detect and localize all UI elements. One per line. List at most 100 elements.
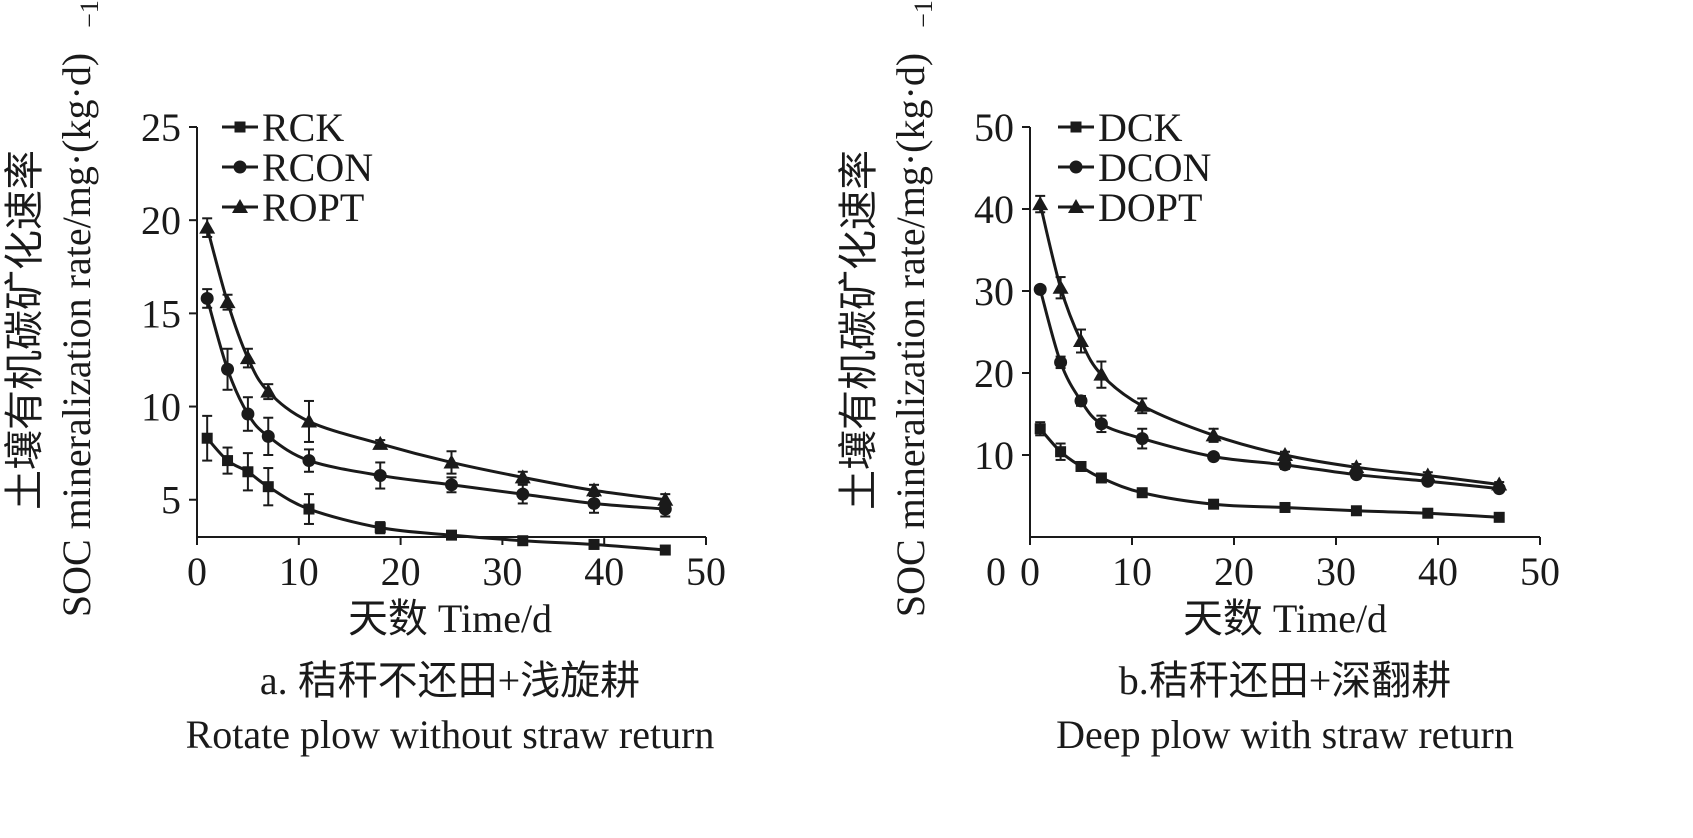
y-tick-label: 25 <box>141 105 181 150</box>
x-tick-label: 10 <box>279 549 319 594</box>
x-tick-label: 20 <box>381 549 421 594</box>
series-dcon <box>1033 282 1506 496</box>
y-tick-label: 10 <box>974 433 1014 478</box>
x-tick-label: 30 <box>1316 549 1356 594</box>
series-rcon <box>200 288 672 518</box>
y-axis-label-cn: 土壤有机碳矿化速率 <box>836 150 881 510</box>
data-point <box>1134 397 1151 412</box>
y-axis-label-superscript: −1 <box>75 0 104 28</box>
data-point <box>261 429 275 443</box>
x-tick-label: 40 <box>1418 549 1458 594</box>
data-point <box>1033 282 1047 296</box>
series-line <box>205 227 666 502</box>
data-point <box>303 503 315 515</box>
y-axis-label: 土壤有机碳矿化速率 <box>2 150 47 510</box>
y-axis-label-cn: 土壤有机碳矿化速率 <box>2 150 47 510</box>
y-tick-label: 10 <box>141 385 181 430</box>
series-dck <box>1034 421 1505 523</box>
x-axis-label: 天数 Time/d <box>1183 596 1387 641</box>
data-point <box>260 383 277 398</box>
data-point <box>201 432 213 444</box>
data-point <box>1207 450 1221 464</box>
data-point <box>1205 427 1222 442</box>
data-point <box>588 538 600 550</box>
data-point <box>1419 467 1436 482</box>
series-ropt <box>199 217 674 507</box>
data-point <box>1054 355 1068 369</box>
y-tick-label: 50 <box>974 105 1014 150</box>
series-line <box>1038 288 1500 491</box>
y-tick-label: 20 <box>974 351 1014 396</box>
y-axis-label-line2: SOC mineralization rate/mg·(kg·d) <box>54 53 99 617</box>
x-tick-label: 10 <box>1112 549 1152 594</box>
panel-caption: a. 秸秆不还田+浅旋耕 <box>260 658 640 703</box>
data-point <box>586 482 603 497</box>
data-point <box>1135 432 1149 446</box>
y-axis-label-superscript: −1 <box>909 0 938 28</box>
data-point <box>1350 505 1362 517</box>
data-point <box>657 491 674 506</box>
data-point <box>302 454 316 468</box>
x-tick-label: 30 <box>482 549 522 594</box>
x-tick-label: 40 <box>584 549 624 594</box>
legend-label: DOPT <box>1098 185 1202 230</box>
y-origin-label: 0 <box>986 549 1006 594</box>
data-point <box>517 535 529 547</box>
data-point <box>242 466 254 478</box>
y-axis-label-en: SOC mineralization rate/mg·(kg·d) <box>54 53 99 617</box>
data-point <box>1491 476 1508 491</box>
data-point <box>1279 501 1291 513</box>
data-point <box>222 455 234 467</box>
data-point <box>1052 279 1069 294</box>
data-point <box>445 478 458 492</box>
data-point <box>443 454 460 469</box>
y-axis-label-text: 土壤有机碳矿化速率 <box>836 150 881 510</box>
legend-label: DCK <box>1098 105 1183 150</box>
data-point <box>241 407 255 421</box>
data-point <box>262 481 274 493</box>
data-point <box>587 496 601 510</box>
x-tick-label: 0 <box>1020 549 1040 594</box>
data-point <box>1055 446 1067 458</box>
data-point <box>372 435 389 450</box>
data-point <box>1074 394 1088 408</box>
data-point <box>1493 511 1505 523</box>
y-axis-label-en: SOC mineralization rate/mg·(kg·d) <box>888 53 933 617</box>
legend-marker <box>232 199 248 213</box>
data-point <box>1422 507 1434 519</box>
data-point <box>1348 459 1365 474</box>
panel-caption-en: Deep plow with straw return <box>1056 712 1514 757</box>
data-point <box>1136 487 1148 499</box>
data-point <box>373 469 387 482</box>
legend-marker <box>1069 160 1083 174</box>
data-point <box>1034 423 1046 435</box>
data-point <box>300 413 317 428</box>
legend-label: DCON <box>1098 145 1211 190</box>
data-point <box>516 487 530 501</box>
legend-label: RCON <box>262 145 373 190</box>
data-point <box>221 362 235 376</box>
y-tick-label: 20 <box>141 198 181 243</box>
panel-caption: b.秸秆还田+深翻耕 <box>1119 658 1452 703</box>
series-line <box>1039 427 1500 519</box>
data-point <box>1208 498 1220 510</box>
y-axis-label-line2: SOC mineralization rate/mg·(kg·d) <box>888 53 933 617</box>
series-line <box>205 298 666 511</box>
x-tick-label: 20 <box>1214 549 1254 594</box>
y-tick-label: 30 <box>974 269 1014 314</box>
x-tick-label: 0 <box>187 549 207 594</box>
legend-marker <box>234 121 246 133</box>
y-tick-label: 40 <box>974 187 1014 232</box>
data-point <box>659 544 671 556</box>
data-point <box>1093 366 1110 381</box>
data-point <box>1032 196 1049 211</box>
data-point <box>374 522 386 534</box>
data-point <box>1073 333 1089 348</box>
series-line <box>1038 203 1500 487</box>
data-point <box>446 529 457 541</box>
y-axis-label: 土壤有机碳矿化速率 <box>836 150 881 510</box>
